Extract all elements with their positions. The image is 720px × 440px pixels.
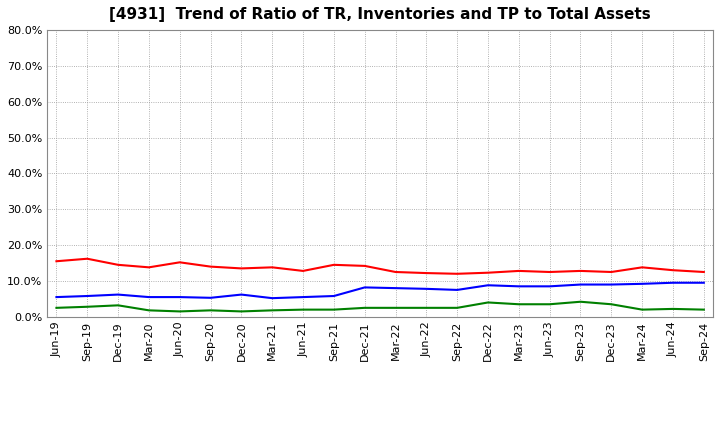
Trade Payables [515,301,523,307]
Trade Payables [330,307,338,312]
Inventories [361,285,369,290]
Trade Receivables [299,268,307,274]
Trade Payables [114,303,122,308]
Trade Receivables [114,262,122,268]
Inventories [52,294,60,300]
Inventories [268,296,276,301]
Trade Receivables [453,271,462,276]
Trade Payables [700,307,708,312]
Trade Receivables [361,263,369,268]
Trade Receivables [391,269,400,275]
Trade Payables [484,300,492,305]
Inventories [607,282,616,287]
Inventories [114,292,122,297]
Trade Payables [237,309,246,314]
Trade Receivables [52,259,60,264]
Trade Payables [52,305,60,311]
Inventories [638,281,647,286]
Inventories [299,294,307,300]
Inventories [515,284,523,289]
Trade Payables [453,305,462,311]
Inventories [484,282,492,288]
Inventories [700,280,708,286]
Trade Receivables [484,270,492,275]
Trade Payables [669,306,678,312]
Trade Receivables [330,262,338,268]
Trade Payables [422,305,431,311]
Inventories [453,287,462,293]
Line: Trade Receivables: Trade Receivables [56,259,704,274]
Trade Receivables [669,268,678,273]
Trade Receivables [515,268,523,274]
Trade Payables [176,309,184,314]
Trade Receivables [422,271,431,276]
Trade Receivables [83,256,91,261]
Trade Receivables [638,265,647,270]
Inventories [422,286,431,291]
Trade Payables [391,305,400,311]
Trade Payables [361,305,369,311]
Inventories [330,293,338,299]
Trade Receivables [545,269,554,275]
Trade Receivables [700,269,708,275]
Title: [4931]  Trend of Ratio of TR, Inventories and TP to Total Assets: [4931] Trend of Ratio of TR, Inventories… [109,7,651,22]
Trade Receivables [176,260,184,265]
Trade Payables [576,299,585,304]
Inventories [391,286,400,291]
Trade Payables [268,308,276,313]
Inventories [545,284,554,289]
Trade Receivables [607,269,616,275]
Inventories [237,292,246,297]
Trade Payables [545,301,554,307]
Inventories [206,295,215,301]
Trade Receivables [576,268,585,274]
Inventories [576,282,585,287]
Trade Payables [83,304,91,309]
Trade Payables [607,301,616,307]
Inventories [83,293,91,299]
Trade Receivables [268,265,276,270]
Trade Receivables [145,265,153,270]
Line: Inventories: Inventories [56,283,704,298]
Trade Payables [638,307,647,312]
Trade Payables [145,308,153,313]
Inventories [669,280,678,286]
Trade Receivables [206,264,215,269]
Trade Receivables [237,266,246,271]
Trade Payables [299,307,307,312]
Inventories [145,294,153,300]
Inventories [176,294,184,300]
Trade Payables [206,308,215,313]
Line: Trade Payables: Trade Payables [56,302,704,312]
